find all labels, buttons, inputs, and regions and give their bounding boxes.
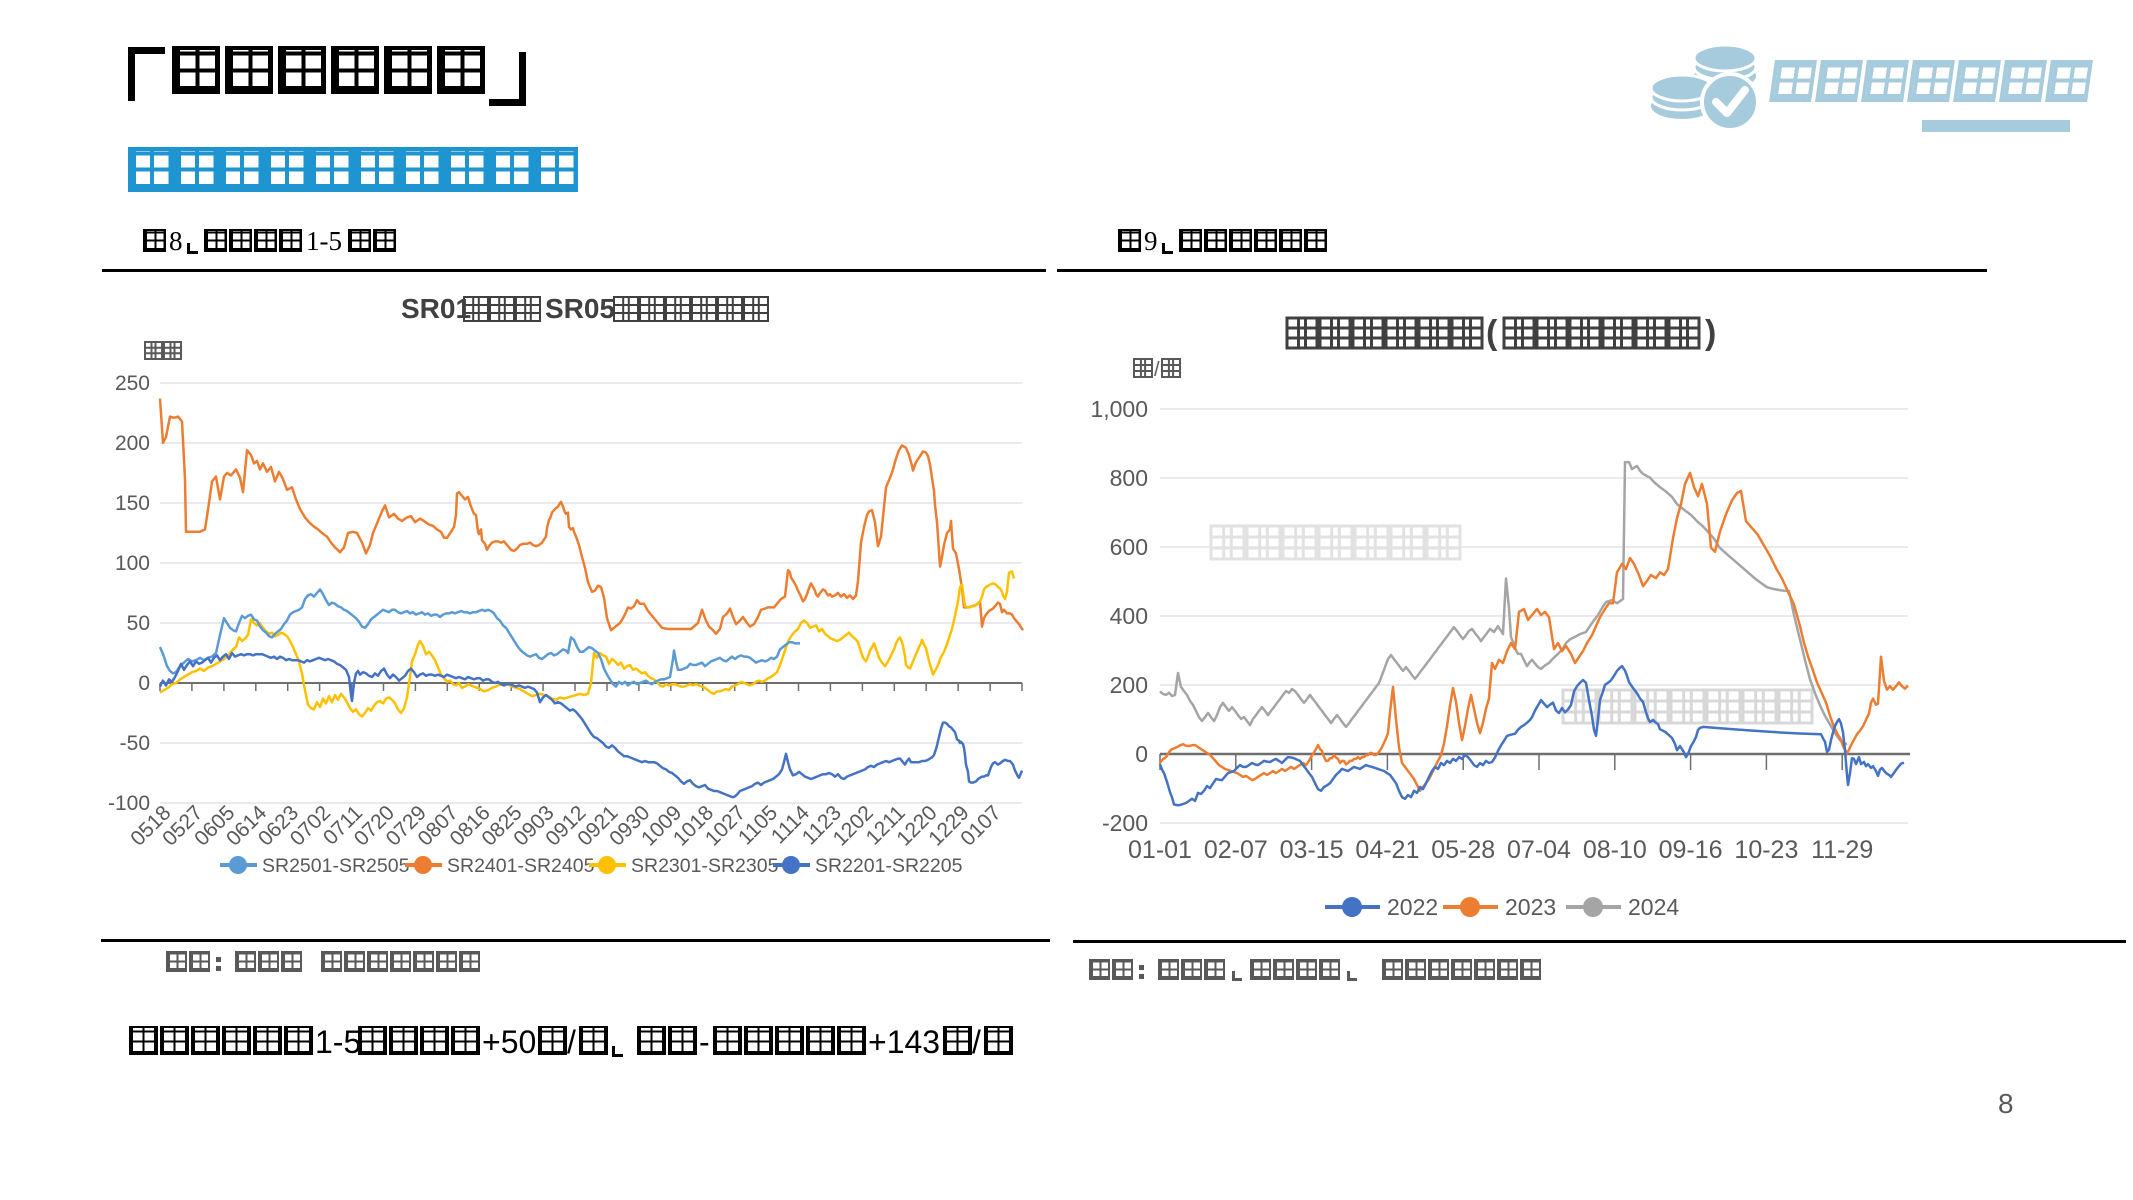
- svg-text:09-16: 09-16: [1659, 836, 1723, 864]
- svg-text:05-28: 05-28: [1431, 836, 1495, 864]
- svg-text:0: 0: [1135, 741, 1148, 767]
- svg-text:02-07: 02-07: [1204, 836, 1268, 864]
- svg-text:100: 100: [115, 552, 150, 575]
- svg-text:07-04: 07-04: [1507, 836, 1571, 864]
- svg-text:250: 250: [115, 372, 150, 395]
- svg-text:-200: -200: [1102, 810, 1148, 836]
- svg-text:10-23: 10-23: [1734, 836, 1798, 864]
- svg-text:200: 200: [115, 432, 150, 455]
- svg-text:SR2401-SR2405: SR2401-SR2405: [447, 855, 595, 877]
- svg-text:800: 800: [1110, 465, 1148, 491]
- svg-text:2022: 2022: [1387, 894, 1438, 920]
- svg-text:04-21: 04-21: [1355, 836, 1419, 864]
- svg-text:SR05: SR05: [545, 293, 615, 324]
- svg-text:03-15: 03-15: [1280, 836, 1344, 864]
- svg-text:2024: 2024: [1628, 894, 1679, 920]
- svg-text:/: /: [1154, 359, 1160, 381]
- svg-text:): ): [1705, 314, 1716, 352]
- svg-text:-100: -100: [108, 792, 150, 815]
- svg-text:1,000: 1,000: [1090, 396, 1148, 422]
- svg-text:SR01: SR01: [401, 293, 471, 324]
- svg-text:50: 50: [127, 612, 150, 635]
- svg-text:SR2201-SR2205: SR2201-SR2205: [815, 855, 963, 877]
- svg-text:(: (: [1486, 314, 1498, 352]
- svg-text:08-10: 08-10: [1583, 836, 1647, 864]
- svg-text:-50: -50: [120, 732, 150, 755]
- svg-text:400: 400: [1110, 603, 1148, 629]
- svg-text:600: 600: [1110, 534, 1148, 560]
- svg-text:200: 200: [1110, 672, 1148, 698]
- svg-text:11-29: 11-29: [1811, 836, 1873, 864]
- svg-text:150: 150: [115, 492, 150, 515]
- svg-text:0: 0: [138, 672, 150, 695]
- svg-text:SR2501-SR2505: SR2501-SR2505: [262, 855, 410, 877]
- svg-text:2023: 2023: [1505, 894, 1556, 920]
- svg-text:01-01: 01-01: [1128, 836, 1192, 864]
- svg-text:SR2301-SR2305: SR2301-SR2305: [631, 855, 779, 877]
